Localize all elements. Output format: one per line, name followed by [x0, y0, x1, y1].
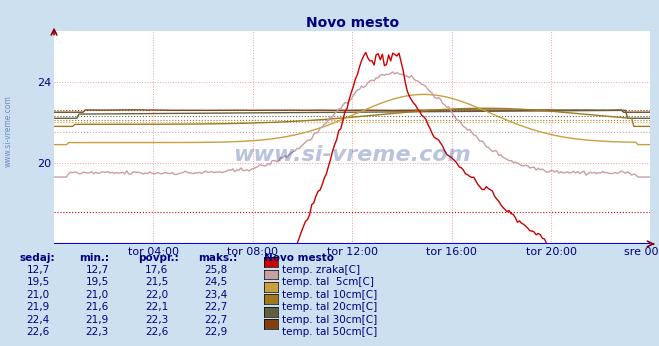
Text: 22,4: 22,4 [26, 315, 49, 325]
Text: 22,0: 22,0 [145, 290, 168, 300]
Text: povpr.:: povpr.: [138, 253, 179, 263]
Text: temp. zraka[C]: temp. zraka[C] [282, 265, 360, 275]
Text: 17,6: 17,6 [145, 265, 168, 275]
Text: 21,0: 21,0 [26, 290, 49, 300]
Text: 21,5: 21,5 [145, 277, 168, 288]
Text: temp. tal 10cm[C]: temp. tal 10cm[C] [282, 290, 378, 300]
Text: 21,6: 21,6 [86, 302, 109, 312]
Text: temp. tal 30cm[C]: temp. tal 30cm[C] [282, 315, 378, 325]
Text: temp. tal 20cm[C]: temp. tal 20cm[C] [282, 302, 378, 312]
Text: min.:: min.: [79, 253, 109, 263]
Text: 22,3: 22,3 [145, 315, 168, 325]
Text: Novo mesto: Novo mesto [264, 253, 333, 263]
Title: Novo mesto: Novo mesto [306, 16, 399, 30]
Text: 21,0: 21,0 [86, 290, 109, 300]
Text: 22,7: 22,7 [204, 315, 227, 325]
Text: 24,5: 24,5 [204, 277, 227, 288]
Text: 22,6: 22,6 [26, 327, 49, 337]
Text: 25,8: 25,8 [204, 265, 227, 275]
Text: 19,5: 19,5 [86, 277, 109, 288]
Text: www.si-vreme.com: www.si-vreme.com [3, 95, 13, 167]
Text: sedaj:: sedaj: [20, 253, 55, 263]
Text: 22,7: 22,7 [204, 302, 227, 312]
Text: temp. tal 50cm[C]: temp. tal 50cm[C] [282, 327, 378, 337]
Text: 22,1: 22,1 [145, 302, 168, 312]
Text: 19,5: 19,5 [26, 277, 49, 288]
Text: www.si-vreme.com: www.si-vreme.com [233, 145, 471, 165]
Text: 21,9: 21,9 [86, 315, 109, 325]
Text: maks.:: maks.: [198, 253, 237, 263]
Text: 22,3: 22,3 [86, 327, 109, 337]
Text: temp. tal  5cm[C]: temp. tal 5cm[C] [282, 277, 374, 288]
Text: 22,9: 22,9 [204, 327, 227, 337]
Text: 23,4: 23,4 [204, 290, 227, 300]
Text: 22,6: 22,6 [145, 327, 168, 337]
Text: 21,9: 21,9 [26, 302, 49, 312]
Text: 12,7: 12,7 [86, 265, 109, 275]
Text: 12,7: 12,7 [26, 265, 49, 275]
